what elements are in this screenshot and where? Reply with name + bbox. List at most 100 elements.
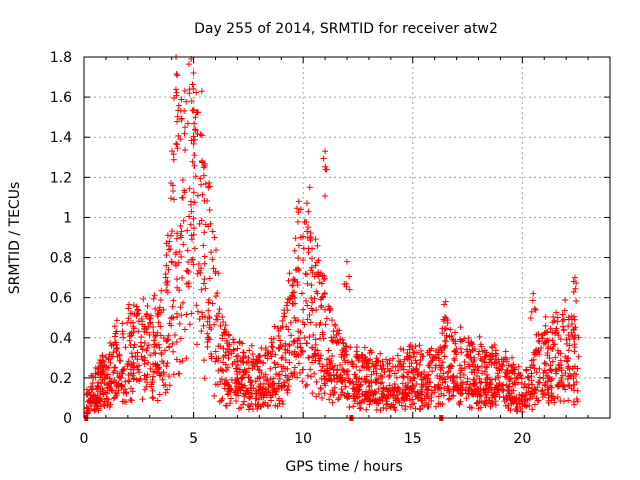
data-point: [313, 321, 320, 328]
data-point: [310, 332, 317, 339]
data-point: [193, 89, 200, 96]
data-point: [198, 328, 205, 335]
data-point: [306, 312, 313, 319]
data-point: [200, 242, 207, 249]
data-point: [180, 241, 187, 248]
data-point: [314, 242, 321, 249]
data-point: [258, 392, 265, 399]
data-point: [320, 276, 327, 283]
data-point: [176, 370, 183, 377]
data-point: [111, 333, 118, 340]
data-point: [563, 340, 570, 347]
data-point: [346, 273, 353, 280]
data-point: [535, 337, 542, 344]
data-point: [247, 393, 254, 400]
data-point: [157, 297, 164, 304]
data-point: [289, 289, 296, 296]
data-point: [139, 346, 146, 353]
data-point: [206, 179, 213, 186]
data-point: [232, 389, 239, 396]
data-point: [162, 389, 169, 396]
data-point: [372, 365, 379, 372]
data-point: [499, 363, 506, 370]
data-point: [356, 367, 363, 374]
data-point: [291, 364, 298, 371]
data-point: [275, 371, 282, 378]
data-point: [163, 262, 170, 269]
y-tick-label: 0.4: [50, 331, 72, 347]
data-point: [386, 372, 393, 379]
data-point: [312, 262, 319, 269]
data-point: [268, 397, 275, 404]
data-point: [318, 280, 325, 287]
data-point: [219, 395, 226, 402]
data-point: [129, 310, 136, 317]
data-point: [125, 358, 132, 365]
data-point: [428, 358, 435, 365]
data-point: [130, 302, 137, 309]
data-point: [452, 384, 459, 391]
data-point: [268, 343, 275, 350]
data-point: [248, 400, 255, 407]
data-point: [395, 367, 402, 374]
data-point: [88, 372, 95, 379]
data-point: [540, 375, 547, 382]
data-point: [379, 397, 386, 404]
data-point: [244, 389, 251, 396]
data-point: [375, 385, 382, 392]
data-point: [307, 230, 314, 237]
data-point: [295, 335, 302, 342]
data-point: [322, 306, 329, 313]
data-point: [456, 336, 463, 343]
data-point: [99, 371, 106, 378]
data-point: [472, 363, 479, 370]
data-point: [495, 372, 502, 379]
data-point: [148, 383, 155, 390]
data-point: [352, 374, 359, 381]
data-point: [170, 196, 177, 203]
y-tick-label: 1.2: [50, 170, 72, 186]
data-point: [260, 385, 267, 392]
data-point: [492, 356, 499, 363]
data-point: [216, 306, 223, 313]
data-point: [315, 257, 322, 264]
data-point: [86, 397, 93, 404]
data-point: [294, 317, 301, 324]
data-point: [478, 363, 485, 370]
data-point: [491, 341, 498, 348]
data-point: [441, 376, 448, 383]
data-point: [204, 197, 211, 204]
data-point: [355, 387, 362, 394]
x-tick-label: 5: [189, 431, 198, 447]
data-point: [194, 192, 201, 199]
data-point: [431, 383, 438, 390]
data-point: [420, 381, 427, 388]
data-point: [253, 356, 260, 363]
data-point: [222, 352, 229, 359]
data-point: [252, 395, 259, 402]
data-point: [487, 380, 494, 387]
data-point: [421, 369, 428, 376]
data-point: [179, 274, 186, 281]
data-point: [461, 358, 468, 365]
data-point: [483, 371, 490, 378]
data-point: [444, 369, 451, 376]
data-point: [232, 380, 239, 387]
data-point: [173, 141, 180, 148]
data-point: [446, 333, 453, 340]
data-point: [440, 316, 447, 323]
data-point: [118, 382, 125, 389]
data-point: [299, 348, 306, 355]
data-point: [377, 350, 384, 357]
data-point: [254, 401, 261, 408]
data-point: [191, 152, 198, 159]
data-point: [275, 345, 282, 352]
data-point: [160, 382, 167, 389]
data-point: [334, 367, 341, 374]
data-point: [346, 286, 353, 293]
data-point: [204, 318, 211, 325]
data-point: [269, 380, 276, 387]
data-point: [357, 404, 364, 411]
data-point: [570, 289, 577, 296]
data-point: [121, 386, 128, 393]
